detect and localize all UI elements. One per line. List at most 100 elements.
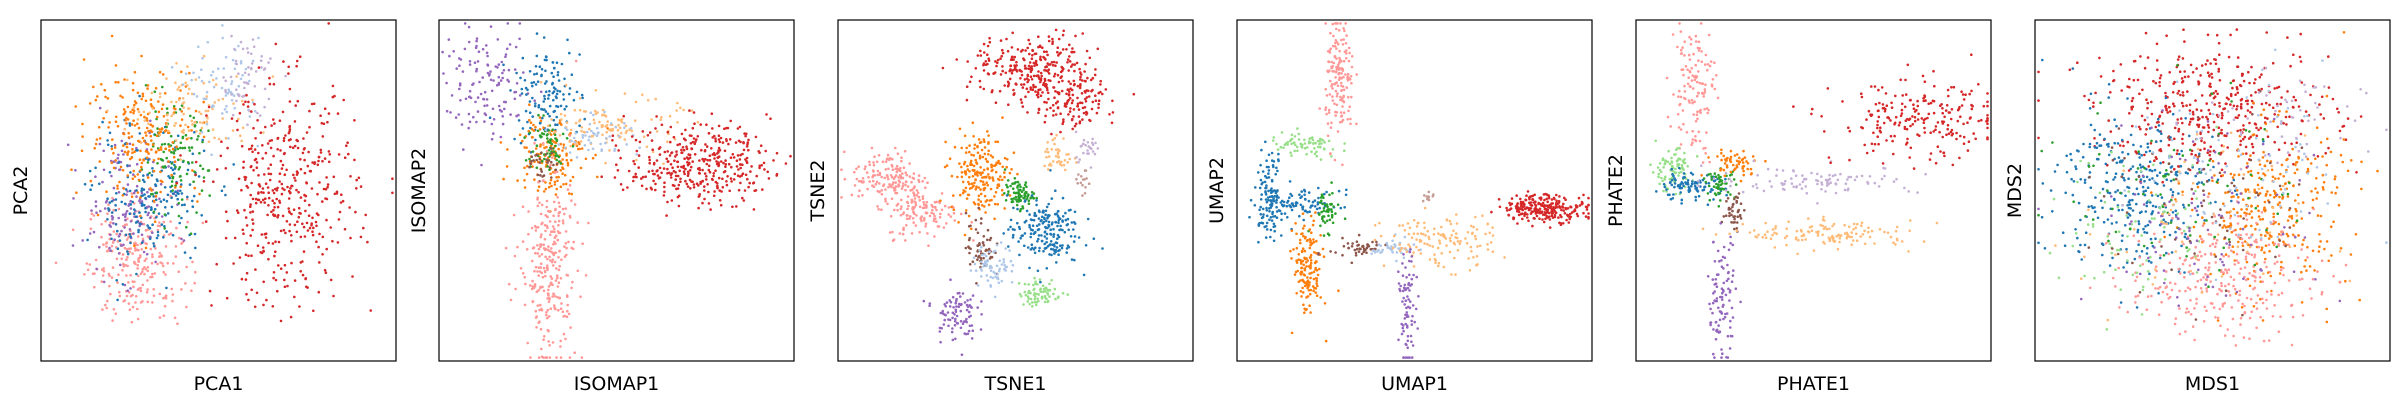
scatter-point bbox=[482, 97, 486, 101]
scatter-point bbox=[1081, 79, 1084, 82]
scatter-point bbox=[723, 149, 727, 153]
scatter-point bbox=[877, 208, 880, 211]
scatter-point bbox=[663, 190, 666, 194]
scatter-point bbox=[1249, 198, 1253, 202]
scatter-point bbox=[968, 175, 971, 179]
scatter-point bbox=[1064, 211, 1067, 215]
scatter-point bbox=[560, 302, 563, 305]
scatter-point bbox=[1286, 143, 1289, 146]
scatter-point bbox=[315, 224, 318, 228]
scatter-point bbox=[134, 295, 138, 298]
scatter-point bbox=[489, 25, 493, 28]
scatter-point bbox=[192, 92, 196, 96]
scatter-point bbox=[1012, 191, 1016, 194]
scatter-point bbox=[1069, 82, 1072, 86]
scatter-point bbox=[686, 170, 690, 174]
scatter-point bbox=[502, 63, 505, 67]
cluster-3 bbox=[83, 94, 235, 302]
scatter-point bbox=[979, 173, 983, 176]
scatter-point bbox=[1018, 68, 1021, 72]
scatter-point bbox=[880, 192, 884, 196]
scatter-point bbox=[283, 151, 286, 155]
scatter-point bbox=[573, 351, 576, 355]
scatter-point bbox=[702, 159, 706, 163]
scatter-point bbox=[308, 109, 311, 113]
scatter-point bbox=[544, 181, 547, 184]
scatter-point bbox=[132, 173, 135, 176]
scatter-point bbox=[198, 132, 202, 135]
scatter-point bbox=[538, 270, 542, 273]
scatter-point bbox=[149, 134, 153, 138]
scatter-point bbox=[558, 205, 561, 208]
scatter-point bbox=[91, 272, 95, 276]
scatter-point bbox=[1072, 240, 1076, 243]
scatter-point bbox=[116, 281, 119, 284]
scatter-point bbox=[557, 308, 560, 312]
scatter-point bbox=[468, 95, 471, 99]
scatter-point bbox=[556, 196, 559, 199]
scatter-point bbox=[534, 229, 538, 232]
scatter-point bbox=[137, 274, 140, 278]
scatter-point bbox=[901, 176, 905, 180]
scatter-point bbox=[175, 145, 178, 148]
scatter-point bbox=[1082, 142, 1085, 146]
scatter-point bbox=[744, 158, 747, 161]
scatter-point bbox=[105, 306, 108, 310]
scatter-point bbox=[544, 128, 548, 132]
scatter-point bbox=[580, 93, 584, 97]
scatter-point bbox=[172, 105, 176, 108]
scatter-point bbox=[1266, 196, 1270, 199]
scatter-point bbox=[941, 309, 945, 313]
scatter-point bbox=[253, 305, 257, 309]
scatter-point bbox=[160, 255, 163, 258]
scatter-point bbox=[570, 286, 573, 290]
scatter-point bbox=[533, 284, 537, 288]
scatter-point bbox=[895, 164, 899, 168]
scatter-point bbox=[539, 303, 542, 307]
scatter-point bbox=[967, 214, 971, 218]
scatter-point bbox=[317, 245, 320, 249]
scatter-point bbox=[1058, 149, 1061, 152]
scatter-point bbox=[1313, 199, 1317, 202]
scatter-point bbox=[561, 149, 564, 152]
scatter-point bbox=[1340, 67, 1343, 70]
scatter-point bbox=[543, 97, 547, 101]
scatter-point bbox=[1047, 168, 1050, 171]
scatter-point bbox=[202, 180, 206, 183]
scatter-point bbox=[1029, 228, 1033, 231]
scatter-point bbox=[940, 192, 944, 195]
scatter-point bbox=[123, 78, 126, 81]
scatter-point bbox=[143, 193, 146, 196]
scatter-point bbox=[706, 158, 709, 162]
scatter-point bbox=[1048, 243, 1052, 246]
scatter-point bbox=[570, 199, 573, 202]
scatter-point bbox=[1023, 244, 1026, 248]
scatter-point bbox=[114, 204, 117, 207]
scatter-point bbox=[699, 123, 702, 126]
scatter-point bbox=[666, 150, 669, 153]
scatter-point bbox=[134, 241, 137, 245]
cluster-7 bbox=[170, 24, 260, 157]
scatter-point bbox=[171, 299, 174, 303]
scatter-point bbox=[289, 315, 293, 319]
scatter-point bbox=[882, 183, 886, 186]
scatter-point bbox=[698, 193, 701, 196]
scatter-point bbox=[737, 188, 741, 192]
scatter-point bbox=[1308, 210, 1311, 213]
scatter-point bbox=[230, 98, 234, 102]
scatter-point bbox=[974, 158, 977, 162]
scatter-point bbox=[725, 183, 729, 187]
scatter-point bbox=[547, 159, 551, 162]
scatter-point bbox=[240, 188, 243, 192]
scatter-point bbox=[561, 207, 565, 211]
scatter-point bbox=[1065, 223, 1069, 227]
scatter-point bbox=[1260, 182, 1263, 186]
scatter-point bbox=[1303, 142, 1307, 145]
scatter-point bbox=[588, 127, 591, 131]
scatter-point bbox=[1326, 205, 1329, 209]
scatter-point bbox=[346, 141, 349, 144]
scatter-point bbox=[980, 300, 983, 303]
scatter-point bbox=[551, 81, 554, 85]
scatter-point bbox=[288, 223, 292, 226]
scatter-point bbox=[106, 212, 109, 215]
